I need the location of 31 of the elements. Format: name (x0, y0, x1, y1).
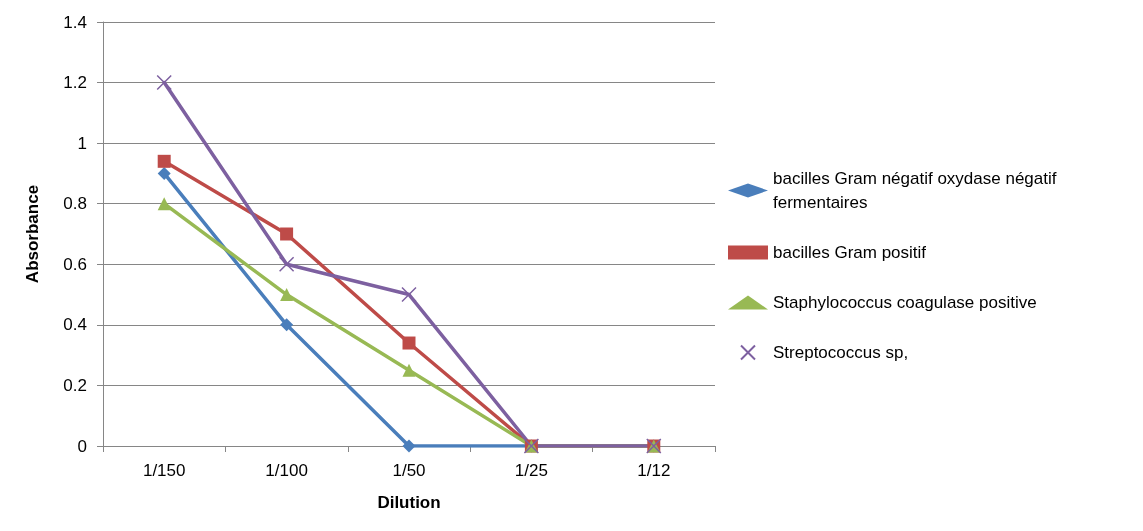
y-tick-label: 1.4 (63, 12, 87, 32)
x-tick-label: 1/150 (142, 461, 186, 480)
legend-label: bacilles Gram négatif oxydase négatif fermentaires (773, 169, 1062, 212)
y-tick-label: 0.6 (63, 254, 87, 274)
x-tick-label: 1/12 (637, 461, 671, 480)
legend-label: Staphylococcus coagulase positive (773, 293, 1037, 312)
point (280, 288, 294, 302)
point (280, 318, 294, 332)
point (402, 363, 416, 377)
point (157, 154, 171, 168)
x-tick-label: 1/100 (265, 461, 308, 480)
point (156, 74, 172, 91)
y-tick-label: 1 (77, 133, 87, 153)
y-tick-label: 1.2 (63, 73, 87, 93)
x-tick-label: 1/50 (392, 461, 426, 480)
point (157, 197, 171, 211)
y-tick-label: 0.2 (63, 375, 87, 395)
point (280, 227, 294, 241)
x-tick-label: 1/25 (514, 461, 548, 480)
point (157, 166, 171, 180)
point (278, 256, 295, 273)
point (402, 439, 416, 453)
y-tick-label: 0 (77, 436, 87, 456)
legend-label: Streptococcus sp, (773, 343, 909, 362)
legend-label: bacilles Gram positif (773, 243, 927, 262)
x-axis-title: Dilution (377, 493, 441, 512)
point (402, 336, 416, 350)
y-tick-label: 0.4 (63, 315, 87, 335)
y-axis-title: Absorbance (23, 184, 42, 284)
y-tick-label: 0.8 (63, 194, 87, 214)
point (401, 286, 417, 303)
